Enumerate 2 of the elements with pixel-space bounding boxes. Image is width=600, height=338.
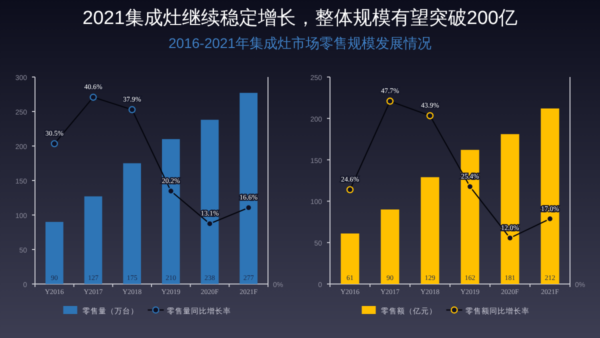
text: 2016-2021年集成灶市场零售规模发展情况 bbox=[168, 35, 432, 51]
chart-title: 2021集成灶继续稳定增长，整体规模有望突破200亿 bbox=[82, 7, 518, 29]
